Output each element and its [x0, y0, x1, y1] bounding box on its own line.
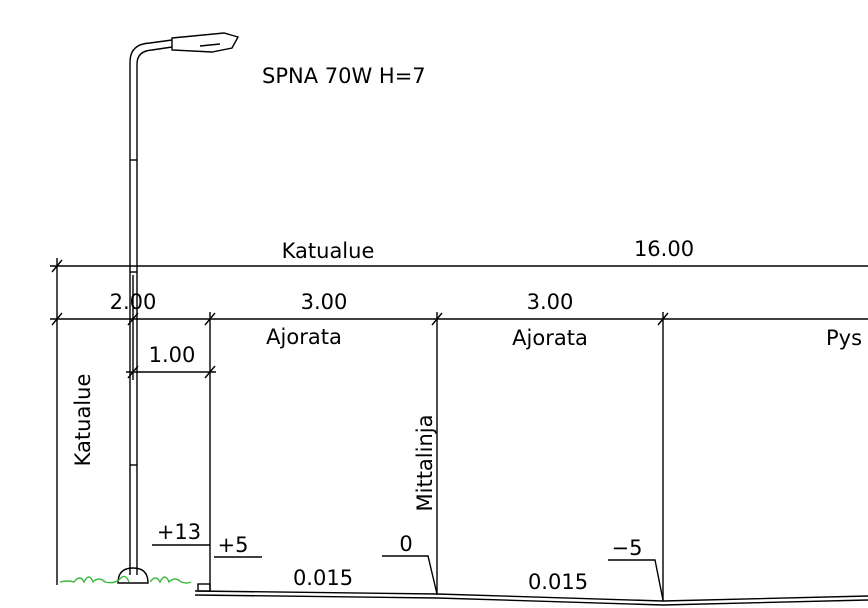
- grass: [59, 575, 192, 584]
- slope-label: 0.015: [528, 570, 588, 594]
- dimension-label: Katualue: [282, 239, 375, 263]
- dimension-value: 1.00: [149, 343, 196, 367]
- lamp-pole: [117, 32, 240, 584]
- height-label: −5: [612, 536, 643, 560]
- centerline-label: Mittalinja: [413, 415, 437, 512]
- slope-label: 0.015: [293, 566, 353, 590]
- dimension-value: 3.00: [527, 290, 574, 314]
- height-label: +5: [218, 533, 249, 557]
- dimension-value: 2.00: [110, 290, 157, 314]
- dimension-value: 16.00: [634, 237, 694, 261]
- dimension-lines: [50, 258, 868, 601]
- lane-label: Ajorata: [266, 325, 342, 349]
- lane-label: Ajorata: [512, 326, 588, 350]
- road-surface: [194, 583, 868, 606]
- side-label: Katualue: [71, 374, 95, 467]
- height-label: 0: [399, 532, 412, 556]
- height-markers: [152, 544, 664, 601]
- dimension-value: 3.00: [301, 290, 348, 314]
- lane-label: Pys: [826, 326, 862, 350]
- height-label: +13: [157, 520, 201, 544]
- luminaire-label: SPNA 70W H=7: [262, 64, 426, 88]
